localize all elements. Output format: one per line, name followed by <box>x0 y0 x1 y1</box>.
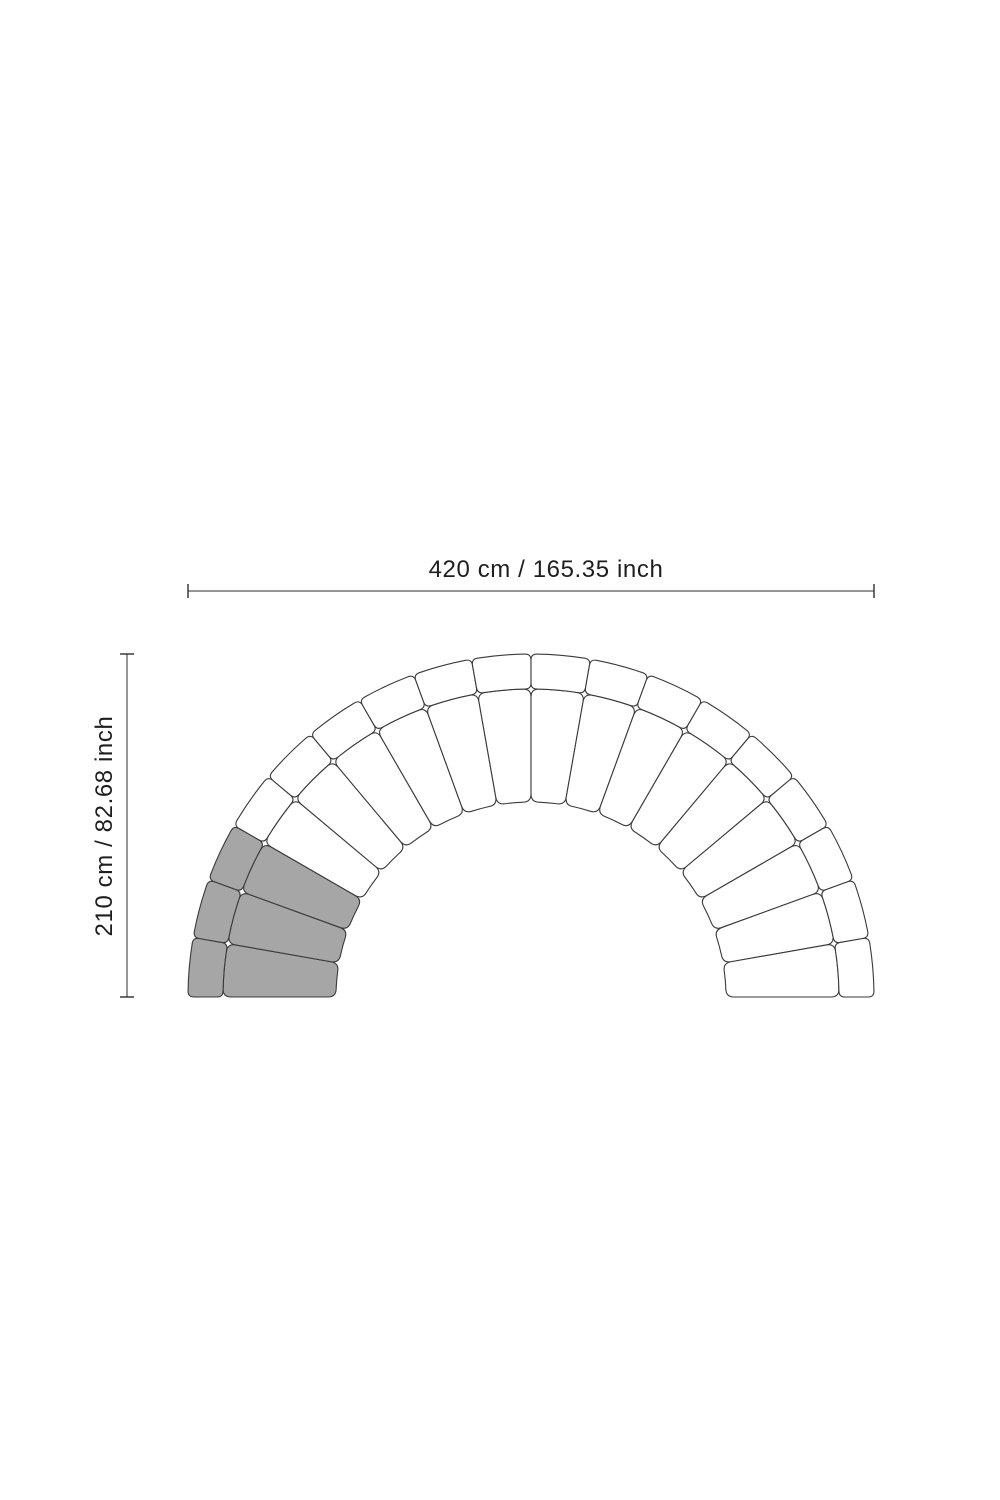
sofa-module-13-seat-cushion <box>630 732 727 846</box>
sofa-module-5-seat-cushion <box>297 763 404 870</box>
sofa-module-5-back-cushion <box>269 735 332 798</box>
sofa-module-1-back-cushion-highlighted <box>187 937 228 998</box>
sofa-module-16-back-cushion <box>799 826 853 891</box>
sofa-module-11-seat-cushion <box>565 694 635 813</box>
sofa-module-8-back-cushion <box>414 659 478 707</box>
sofa-module-13-back-cushion <box>686 701 750 760</box>
sofa-module-18-seat-cushion <box>723 944 840 998</box>
dimension-lines <box>120 584 875 998</box>
sofa-module-14-seat-cushion <box>658 763 765 870</box>
sofa-module-14-back-cushion <box>730 735 793 798</box>
sofa-module-9-back-cushion <box>471 653 532 694</box>
sofa-module-8-seat-cushion <box>427 694 497 813</box>
sofa-module-17-back-cushion <box>821 880 869 944</box>
sofa-module-3-seat-cushion-highlighted <box>243 844 361 929</box>
sofa-module-7-back-cushion <box>360 675 425 729</box>
sofa-module-3-back-cushion-highlighted <box>209 826 263 891</box>
sofa-module-7-seat-cushion <box>378 709 463 827</box>
height-dimension-label: 210 cm / 82.68 inch <box>91 716 118 937</box>
sofa-module-17-seat-cushion <box>715 893 834 963</box>
sofa-module-10-back-cushion <box>530 653 591 694</box>
sofa-module-12-back-cushion <box>637 675 702 729</box>
width-dimension-label: 420 cm / 165.35 inch <box>429 556 664 583</box>
sofa-module-2-seat-cushion-highlighted <box>228 893 347 963</box>
sofa-module-4-back-cushion <box>235 778 294 842</box>
sofa-module-15-seat-cushion <box>682 801 796 898</box>
sofa-module-6-seat-cushion <box>335 732 432 846</box>
sofa-module-16-seat-cushion <box>701 844 819 929</box>
sofa-module-9-seat-cushion <box>478 688 532 805</box>
sofa-module-12-seat-cushion <box>599 709 684 827</box>
sofa-module-6-back-cushion <box>312 701 376 760</box>
sofa-top-view <box>187 653 875 998</box>
sofa-module-11-back-cushion <box>584 659 648 707</box>
sofa-module-2-back-cushion-highlighted <box>193 880 241 944</box>
sofa-module-18-back-cushion <box>834 937 875 998</box>
sofa-module-4-seat-cushion <box>266 801 380 898</box>
sofa-module-1-seat-cushion-highlighted <box>222 944 339 998</box>
sofa-module-15-back-cushion <box>768 778 827 842</box>
sofa-module-10-seat-cushion <box>530 688 584 805</box>
